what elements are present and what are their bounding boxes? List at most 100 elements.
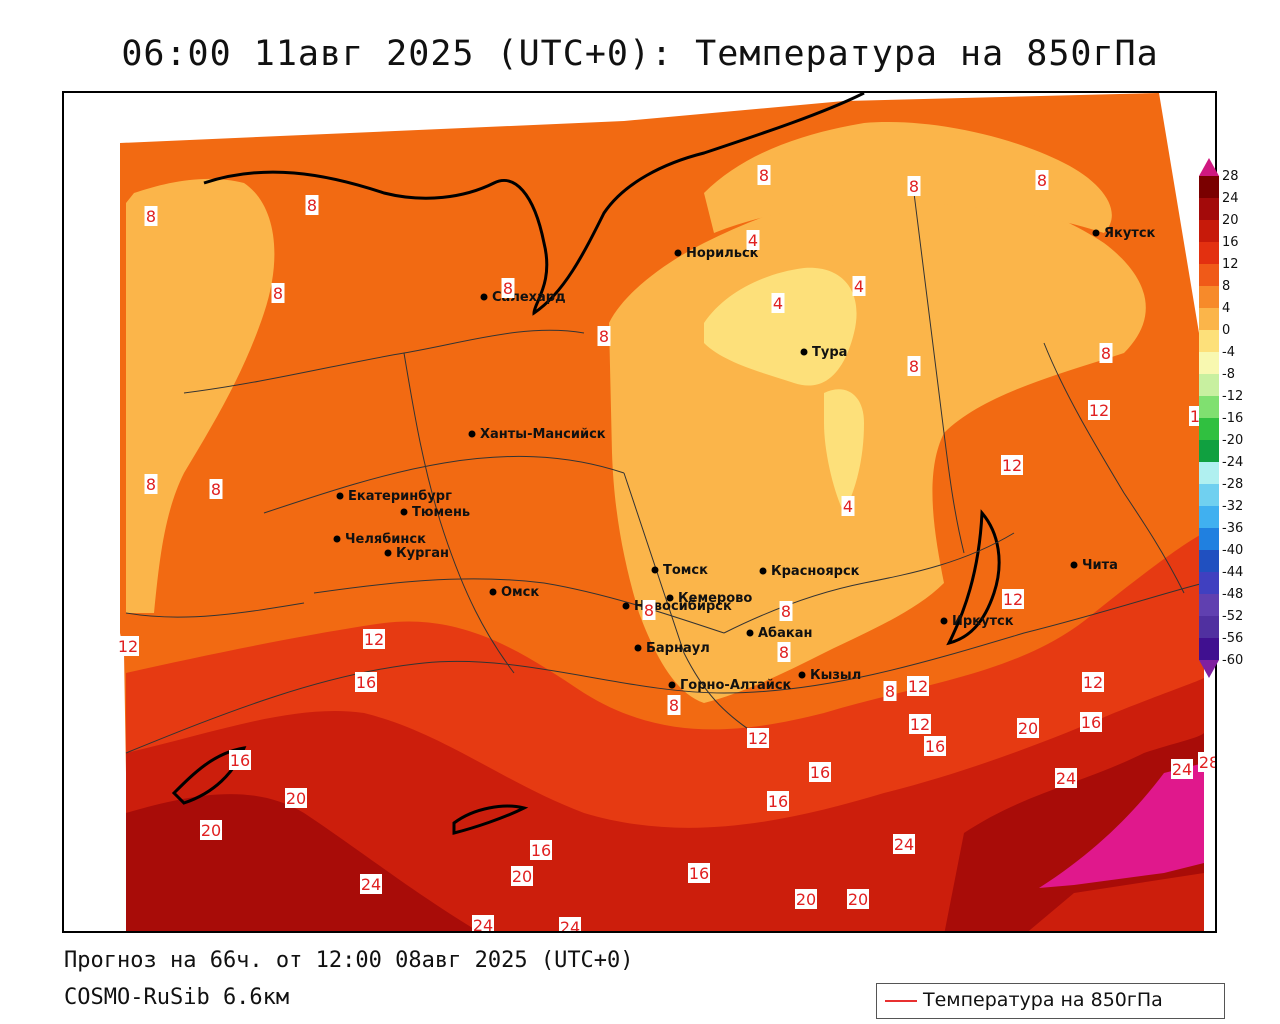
- colorbar-bottom-arrow: [1199, 660, 1219, 678]
- isotherm-label: 12: [748, 729, 768, 748]
- isotherm-label-bg: [757, 165, 771, 185]
- colorbar: [1199, 158, 1219, 688]
- isotherm-label-bg: [771, 293, 785, 313]
- isotherm-label-bg: [795, 889, 817, 909]
- city-marker: [800, 348, 808, 356]
- isotherm-label: 8: [599, 327, 609, 346]
- legend-line-swatch: [885, 1000, 917, 1002]
- isotherm-label-bg: [1198, 752, 1215, 772]
- colorbar-segment: [1199, 440, 1219, 462]
- isotherm-label-bg: [1082, 672, 1104, 692]
- colorbar-tick-label: -28: [1222, 477, 1244, 492]
- city-marker: [400, 508, 408, 516]
- city-marker: [1070, 561, 1078, 569]
- isotherm-label-bg: [841, 496, 855, 516]
- isotherm-label: 4: [748, 231, 758, 250]
- isotherm-label: 24: [894, 835, 914, 854]
- isotherm-label: 24: [473, 916, 493, 933]
- isotherm-label: 16: [531, 841, 551, 860]
- isotherm-label-bg: [746, 230, 760, 250]
- lake-west: [171, 746, 247, 805]
- isotherm-label-bg: [1002, 589, 1024, 609]
- isotherm-label: 20: [201, 821, 221, 840]
- isotherm-label-bg: [200, 820, 222, 840]
- isotherm-label: 12: [1003, 590, 1023, 609]
- city-label: Новосибирск: [634, 599, 732, 614]
- colorbar-segment: [1199, 220, 1219, 242]
- colorbar-segment: [1199, 396, 1219, 418]
- band-24-east: [944, 733, 1204, 931]
- isotherm-label: 24: [361, 875, 381, 894]
- city-marker: [468, 430, 476, 438]
- isotherm-label: 16: [768, 792, 788, 811]
- isotherm-label-bg: [472, 915, 494, 931]
- legend: Температура на 850гПа: [876, 983, 1225, 1019]
- isotherm-label-bg: [559, 917, 581, 931]
- colorbar-tick-label: -48: [1222, 587, 1244, 602]
- isotherm-label-bg: [667, 695, 681, 715]
- isotherm-label: 16: [689, 864, 709, 883]
- colorbar-segment: [1199, 198, 1219, 220]
- band-28: [1039, 763, 1204, 888]
- isotherm-label: 12: [908, 677, 928, 696]
- city-label: Абакан: [758, 626, 813, 641]
- isotherm-label: 8: [779, 643, 789, 662]
- colorbar-segment: [1199, 572, 1219, 594]
- colorbar-segment: [1199, 528, 1219, 550]
- colorbar-segment: [1199, 594, 1219, 616]
- city-marker: [798, 671, 806, 679]
- city-label: Тюмень: [412, 505, 470, 520]
- colorbar-tick-label: -52: [1222, 609, 1244, 624]
- colorbar-tick-label: 24: [1222, 191, 1239, 206]
- isotherm-label-bg: [907, 176, 921, 196]
- isotherm-label: 8: [885, 682, 895, 701]
- colorbar-segment: [1199, 462, 1219, 484]
- band-4-east: [824, 389, 864, 513]
- isotherm-label: 8: [273, 284, 283, 303]
- isotherm-label-bg: [1001, 455, 1023, 475]
- isotherm-label-bg: [597, 326, 611, 346]
- colorbar-tick-label: 4: [1222, 301, 1231, 316]
- colorbar-tick-label: 0: [1222, 323, 1231, 338]
- city-label: Кемерово: [678, 591, 752, 606]
- isotherm-label: 12: [1002, 456, 1022, 475]
- isotherm-label: 20: [512, 867, 532, 886]
- colorbar-segment: [1199, 638, 1219, 660]
- city-label: Курган: [396, 546, 449, 561]
- isotherm-label-bg: [1055, 768, 1077, 788]
- colorbar-tick-label: -20: [1222, 433, 1244, 448]
- colorbar-tick-label: 16: [1222, 235, 1239, 250]
- isotherm-label: 16: [230, 751, 250, 770]
- city-marker: [336, 492, 344, 500]
- city-marker: [333, 535, 341, 543]
- isotherm-label-bg: [305, 195, 319, 215]
- isotherm-label-bg: [747, 728, 769, 748]
- map-title: 06:00 11авг 2025 (UTC+0): Температура на…: [121, 34, 1159, 74]
- lake-baikal: [946, 509, 1001, 646]
- colorbar-tick-label: -16: [1222, 411, 1244, 426]
- temperature-map[interactable]: Норильск Якутск Салехард Тура Ханты-Мансийск…: [62, 91, 1217, 933]
- isotherm-label-bg: [117, 636, 139, 656]
- isotherm-label: 8: [781, 602, 791, 621]
- isotherm-label-bg: [847, 889, 869, 909]
- colorbar-tick-label: 28: [1222, 169, 1239, 184]
- isotherm-label-bg: [363, 629, 385, 649]
- map-canvas: [120, 93, 1205, 931]
- city-label: Ханты-Мансийск: [480, 427, 606, 442]
- isotherm-label: 24: [1172, 760, 1192, 779]
- isotherm-label-bg: [209, 479, 223, 499]
- colorbar-segment: [1199, 352, 1219, 374]
- colorbar-segment: [1199, 330, 1219, 352]
- city-label: Тура: [812, 345, 847, 360]
- isotherm-label: 8: [669, 696, 679, 715]
- isotherm-label: 8: [759, 166, 769, 185]
- colorbar-segment: [1199, 308, 1219, 330]
- isotherm-label-bg: [883, 681, 897, 701]
- isotherm-label-bg: [511, 866, 533, 886]
- colorbar-segment: [1199, 374, 1219, 396]
- colorbar-segment: [1199, 418, 1219, 440]
- isotherm-label-bg: [1088, 400, 1110, 420]
- isotherm-label-bg: [530, 840, 552, 860]
- city-label: Горно-Алтайск: [680, 678, 792, 693]
- city-label: Екатеринбург: [348, 489, 452, 504]
